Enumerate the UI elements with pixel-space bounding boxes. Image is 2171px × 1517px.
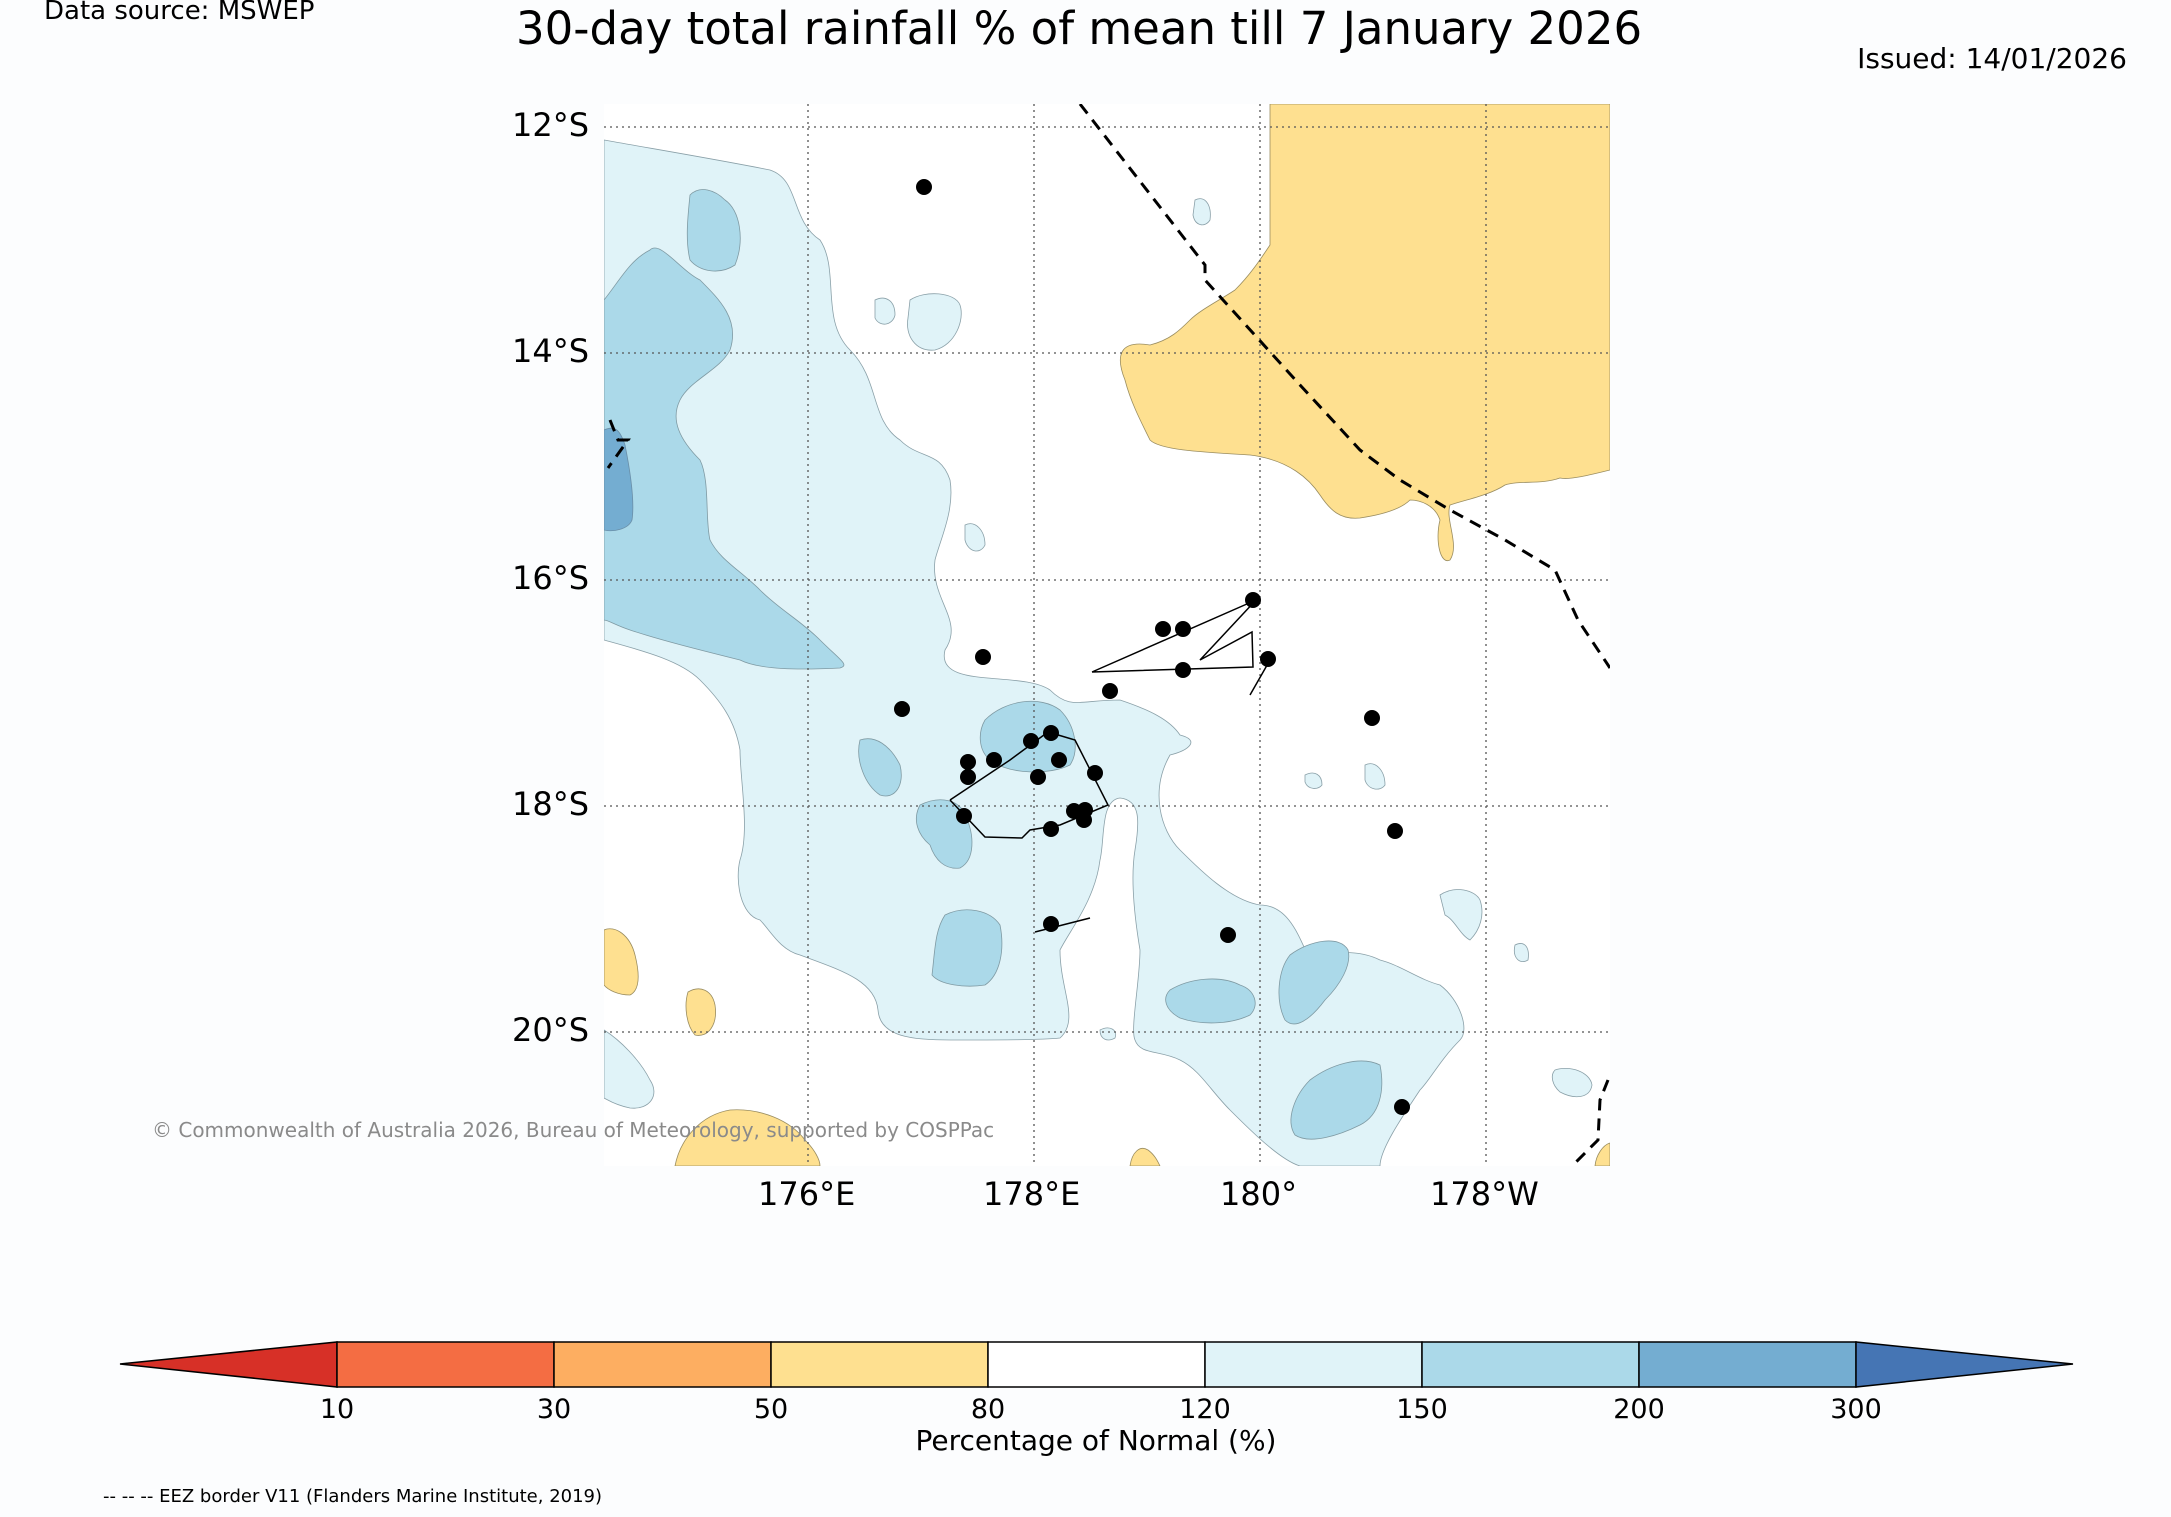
contour-50-80-islet-d bbox=[1594, 1142, 1610, 1166]
colorbar-bin-150-200 bbox=[1421, 1341, 1640, 1388]
colorbar-bin-120-150 bbox=[1204, 1341, 1423, 1388]
coastline-kadavu bbox=[1034, 917, 1091, 933]
contour-50-80-islet-c bbox=[1129, 1148, 1161, 1166]
station-marker bbox=[1245, 592, 1261, 608]
colorbar-tick-80: 80 bbox=[970, 1394, 1006, 1425]
contour-50-80-islet-b bbox=[685, 988, 716, 1036]
colorbar-bin-50-80 bbox=[770, 1341, 989, 1388]
contour-150-200-patch-a bbox=[686, 189, 741, 272]
contour-200-300-west bbox=[604, 427, 634, 532]
eez-borders bbox=[606, 104, 1610, 1166]
colorbar bbox=[119, 1341, 2074, 1388]
contour-120-150-islet-c bbox=[1192, 198, 1211, 226]
station-marker bbox=[1175, 662, 1191, 678]
contour-50-80-south bbox=[674, 1109, 821, 1166]
contour-120-150-islet-e bbox=[1364, 763, 1386, 790]
contour-150-200-patch-h bbox=[1290, 1060, 1383, 1140]
map-title: 30-day total rainfall % of mean till 7 J… bbox=[516, 2, 1643, 55]
station-marker bbox=[1043, 916, 1059, 932]
station-marker bbox=[1102, 683, 1118, 699]
station-marker bbox=[1387, 823, 1403, 839]
station-marker bbox=[1364, 710, 1380, 726]
contour-50-80-northeast bbox=[1119, 104, 1610, 561]
issued-date: Issued: 14/01/2026 bbox=[1857, 42, 2127, 75]
colorbar-tick-50: 50 bbox=[753, 1394, 789, 1425]
contour-120-150-islet-f bbox=[1304, 772, 1323, 789]
colorbar-tick-150: 150 bbox=[1396, 1394, 1448, 1425]
colorbar-tick-200: 200 bbox=[1613, 1394, 1665, 1425]
station-marker bbox=[975, 649, 991, 665]
lat-label-16s: 16°S bbox=[512, 559, 590, 597]
eez-border-west bbox=[606, 419, 631, 469]
station-marker bbox=[956, 808, 972, 824]
contour-150-200-patch-f bbox=[1165, 978, 1256, 1024]
station-marker bbox=[1051, 752, 1067, 768]
eez-legend-note: -- -- -- EEZ border V11 (Flanders Marine… bbox=[103, 1486, 603, 1507]
contour-120-150-islet-d bbox=[964, 523, 986, 552]
station-marker bbox=[1220, 927, 1236, 943]
contour-150-200-west bbox=[604, 247, 845, 670]
contour-120-150-islet-h bbox=[1513, 943, 1529, 962]
contour-150-200-patch-g bbox=[1278, 940, 1350, 1025]
colorbar-bin-200-300 bbox=[1638, 1341, 1857, 1388]
station-marker bbox=[1030, 769, 1046, 785]
contour-120-150-islet-b bbox=[874, 297, 896, 325]
station-marker bbox=[1155, 621, 1171, 637]
station-marker bbox=[960, 754, 976, 770]
colorbar-tick-30: 30 bbox=[536, 1394, 572, 1425]
lat-label-14s: 14°S bbox=[512, 332, 590, 370]
lon-label-176e: 176°E bbox=[758, 1175, 856, 1213]
lat-label-20s: 20°S bbox=[512, 1011, 590, 1049]
lat-label-12s: 12°S bbox=[512, 106, 590, 144]
colorbar-extend-low bbox=[119, 1341, 338, 1388]
contour-120-150-islet-g bbox=[1439, 889, 1483, 941]
colorbar-tick-10: 10 bbox=[319, 1394, 355, 1425]
station-marker bbox=[916, 179, 932, 195]
station-marker bbox=[1087, 765, 1103, 781]
station-marker bbox=[1043, 725, 1059, 741]
contour-120-150-islet-a bbox=[907, 293, 962, 351]
station-marker bbox=[1175, 621, 1191, 637]
colorbar-extend-high bbox=[1855, 1341, 2074, 1388]
lon-label-178e: 178°E bbox=[983, 1175, 1081, 1213]
colorbar-tick-300: 300 bbox=[1830, 1394, 1882, 1425]
colorbar-bin-10-30 bbox=[336, 1341, 555, 1388]
station-marker bbox=[1394, 1099, 1410, 1115]
colorbar-label: Percentage of Normal (%) bbox=[915, 1424, 1277, 1457]
lat-label-18s: 18°S bbox=[512, 785, 590, 823]
station-marker bbox=[1076, 812, 1092, 828]
contour-150-200-patch-c bbox=[858, 738, 902, 797]
lon-label-180: 180° bbox=[1220, 1175, 1298, 1213]
contour-120-150-main bbox=[604, 139, 1465, 1166]
station-marker bbox=[1260, 651, 1276, 667]
contour-50-80-west-islet bbox=[604, 928, 639, 996]
lon-label-178w: 178°W bbox=[1430, 1175, 1539, 1213]
station-marker bbox=[1023, 733, 1039, 749]
data-source: Data source: MSWEP bbox=[44, 0, 315, 26]
colorbar-bin-30-50 bbox=[553, 1341, 772, 1388]
stations bbox=[894, 179, 1410, 1115]
station-marker bbox=[894, 701, 910, 717]
station-marker bbox=[960, 769, 976, 785]
colorbar-tick-120: 120 bbox=[1179, 1394, 1231, 1425]
coastline-vanua-levu bbox=[1091, 599, 1257, 673]
rainfall-contours bbox=[604, 104, 1610, 1166]
station-marker bbox=[1043, 821, 1059, 837]
contour-120-150-islet-j bbox=[1099, 1027, 1117, 1041]
copyright-notice: © Commonwealth of Australia 2026, Bureau… bbox=[152, 1118, 995, 1142]
contour-120-150-southwest bbox=[604, 1029, 655, 1109]
colorbar-bin-80-120 bbox=[987, 1341, 1206, 1388]
contour-120-150-islet-i bbox=[1551, 1068, 1593, 1098]
station-marker bbox=[986, 752, 1002, 768]
contour-150-200-patch-e bbox=[931, 909, 1003, 987]
eez-border-southeast bbox=[1570, 1079, 1610, 1166]
